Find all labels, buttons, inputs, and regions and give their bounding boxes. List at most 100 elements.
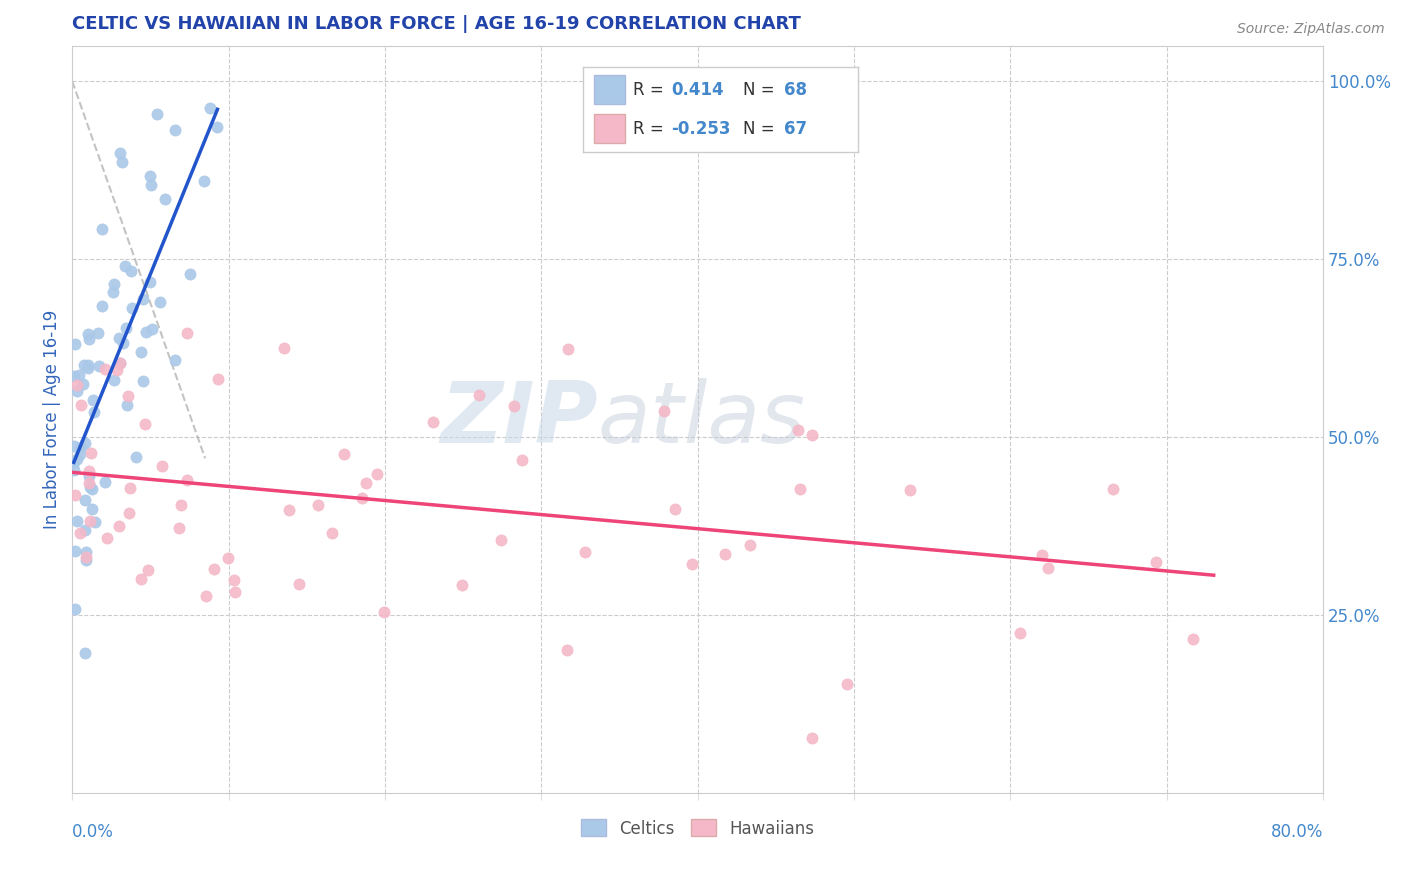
Point bbox=[489, 533, 512, 548]
Point bbox=[132, 375, 155, 389]
Text: 0.414: 0.414 bbox=[671, 81, 724, 99]
Text: R =: R = bbox=[633, 81, 664, 99]
Point bbox=[170, 498, 193, 512]
Point bbox=[366, 467, 388, 482]
Point bbox=[63, 601, 86, 615]
Point bbox=[75, 553, 97, 567]
Point bbox=[72, 377, 94, 392]
Point bbox=[1036, 560, 1059, 574]
Point bbox=[101, 285, 124, 299]
Y-axis label: In Labor Force | Age 16-19: In Labor Force | Age 16-19 bbox=[44, 310, 60, 529]
Bar bbox=[595, 114, 624, 143]
Point bbox=[117, 389, 139, 403]
Point bbox=[75, 646, 97, 660]
Point bbox=[194, 589, 217, 603]
Text: -0.253: -0.253 bbox=[671, 120, 731, 137]
Point bbox=[87, 326, 110, 340]
Point bbox=[79, 469, 101, 483]
Point bbox=[468, 388, 491, 402]
Point bbox=[129, 345, 152, 359]
Point bbox=[150, 458, 173, 473]
Point bbox=[62, 455, 84, 469]
Point bbox=[77, 332, 100, 346]
Point bbox=[69, 440, 91, 454]
Point bbox=[75, 550, 97, 565]
Point bbox=[69, 447, 91, 461]
Legend: Celtics, Hawaiians: Celtics, Hawaiians bbox=[574, 813, 821, 844]
Point bbox=[63, 488, 86, 502]
Point bbox=[1144, 555, 1167, 569]
Point bbox=[167, 521, 190, 535]
Point bbox=[63, 337, 86, 351]
Point bbox=[66, 384, 89, 398]
Point bbox=[153, 192, 176, 206]
Point bbox=[193, 174, 215, 188]
Point bbox=[278, 502, 301, 516]
Point bbox=[90, 299, 112, 313]
Point bbox=[138, 275, 160, 289]
Point bbox=[121, 301, 143, 315]
Text: 0.0%: 0.0% bbox=[72, 823, 114, 841]
Point bbox=[94, 475, 117, 489]
Point bbox=[120, 481, 142, 495]
Point bbox=[75, 435, 97, 450]
Point bbox=[555, 642, 578, 657]
Point bbox=[131, 573, 153, 587]
Point bbox=[82, 483, 104, 497]
Point bbox=[510, 452, 533, 467]
Point bbox=[356, 476, 378, 491]
Text: atlas: atlas bbox=[598, 377, 806, 460]
Text: ZIP: ZIP bbox=[440, 377, 598, 460]
Text: N =: N = bbox=[742, 120, 775, 137]
Point bbox=[114, 320, 136, 334]
Bar bbox=[595, 76, 624, 104]
Point bbox=[108, 146, 131, 161]
Point bbox=[350, 491, 373, 505]
Point bbox=[288, 577, 311, 591]
Point bbox=[131, 293, 153, 307]
Point bbox=[66, 377, 89, 392]
Point bbox=[273, 341, 295, 355]
Text: 67: 67 bbox=[783, 120, 807, 137]
Point bbox=[179, 267, 201, 281]
Point bbox=[69, 525, 91, 540]
Point bbox=[77, 464, 100, 478]
Point bbox=[108, 330, 131, 344]
Point bbox=[62, 439, 84, 453]
Point bbox=[91, 221, 114, 235]
Point bbox=[207, 120, 229, 134]
Point bbox=[79, 480, 101, 494]
Point bbox=[120, 263, 142, 277]
Point bbox=[789, 483, 811, 497]
Point bbox=[80, 446, 103, 460]
Point bbox=[664, 501, 686, 516]
Point bbox=[134, 417, 156, 431]
Point bbox=[422, 415, 444, 429]
Point bbox=[163, 123, 186, 137]
Point bbox=[738, 538, 761, 552]
Point bbox=[787, 423, 810, 437]
Point bbox=[77, 326, 100, 341]
Point bbox=[308, 498, 330, 512]
Point bbox=[108, 356, 131, 370]
Point bbox=[112, 335, 135, 350]
Point bbox=[202, 561, 225, 575]
Point bbox=[72, 359, 94, 373]
Point bbox=[118, 507, 141, 521]
Point bbox=[114, 259, 136, 273]
Point bbox=[1182, 632, 1205, 646]
Point bbox=[898, 483, 921, 498]
Point bbox=[62, 463, 84, 477]
Point bbox=[66, 452, 89, 467]
Point bbox=[82, 392, 104, 407]
Point bbox=[149, 295, 172, 310]
Point bbox=[103, 373, 125, 387]
Point bbox=[207, 372, 229, 386]
Point bbox=[165, 352, 187, 367]
Point bbox=[84, 515, 107, 529]
Text: 68: 68 bbox=[783, 81, 807, 99]
Point bbox=[110, 356, 132, 370]
Point bbox=[94, 361, 117, 376]
Point bbox=[146, 107, 169, 121]
Point bbox=[103, 277, 125, 291]
